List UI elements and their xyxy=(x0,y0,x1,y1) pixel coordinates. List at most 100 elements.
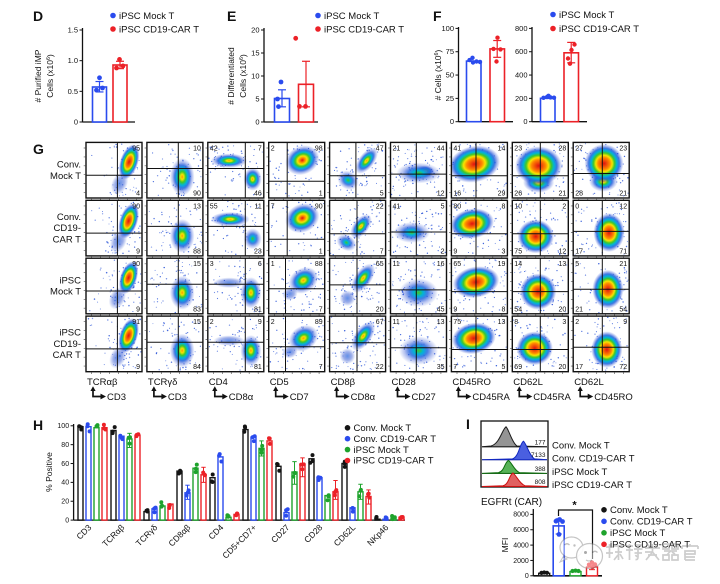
svg-text:CD45RO: CD45RO xyxy=(452,377,491,388)
svg-text:72: 72 xyxy=(619,364,627,371)
svg-text:0: 0 xyxy=(525,573,529,580)
svg-text:400: 400 xyxy=(515,71,528,80)
svg-text:*: * xyxy=(572,500,577,512)
svg-text:iPSC Mock T: iPSC Mock T xyxy=(324,11,379,22)
svg-text:CD7: CD7 xyxy=(290,392,309,403)
svg-text:35: 35 xyxy=(437,364,445,371)
svg-text:41: 41 xyxy=(393,203,401,210)
svg-text:7: 7 xyxy=(380,248,384,255)
svg-text:iPSC CD19-CAR T: iPSC CD19-CAR T xyxy=(552,480,632,491)
svg-text:29: 29 xyxy=(498,191,506,198)
svg-text:55: 55 xyxy=(210,203,218,210)
svg-text:83: 83 xyxy=(193,306,201,313)
svg-text:98: 98 xyxy=(315,145,323,152)
svg-text:12: 12 xyxy=(437,191,445,198)
svg-text:CD4: CD4 xyxy=(209,377,228,388)
svg-text:iPSC CD19-CAR T: iPSC CD19-CAR T xyxy=(324,25,404,36)
svg-text:90: 90 xyxy=(132,203,140,210)
svg-text:9: 9 xyxy=(258,319,262,326)
svg-text:84: 84 xyxy=(193,364,201,371)
svg-text:CD45RA: CD45RA xyxy=(472,392,510,403)
svg-text:388: 388 xyxy=(535,466,546,473)
svg-text:CD19-: CD19- xyxy=(54,223,81,234)
svg-text:16: 16 xyxy=(453,191,461,198)
svg-text:0: 0 xyxy=(74,118,78,127)
svg-text:47: 47 xyxy=(376,145,384,152)
svg-text:13: 13 xyxy=(437,319,445,326)
svg-text:TCRγδ: TCRγδ xyxy=(134,522,160,548)
svg-text:10: 10 xyxy=(251,72,259,81)
svg-text:H: H xyxy=(33,417,43,433)
svg-text:90: 90 xyxy=(193,191,201,198)
svg-text:40: 40 xyxy=(61,480,69,487)
svg-text:14: 14 xyxy=(514,261,522,268)
svg-text:9: 9 xyxy=(136,248,140,255)
svg-text:5: 5 xyxy=(380,191,384,198)
svg-text:0: 0 xyxy=(523,117,527,126)
svg-text:7: 7 xyxy=(453,364,457,371)
svg-text:22: 22 xyxy=(376,203,384,210)
svg-text:iPSC Mock T: iPSC Mock T xyxy=(119,11,174,22)
svg-text:6: 6 xyxy=(258,261,262,268)
svg-text:20: 20 xyxy=(559,364,567,371)
svg-text:9: 9 xyxy=(453,306,457,313)
svg-text:7133: 7133 xyxy=(531,452,546,459)
svg-text:23: 23 xyxy=(514,145,522,152)
svg-text:11: 11 xyxy=(393,319,400,326)
svg-text:90: 90 xyxy=(132,261,140,268)
svg-text:21: 21 xyxy=(619,261,627,268)
svg-text:1: 1 xyxy=(271,261,275,268)
svg-text:88: 88 xyxy=(193,248,201,255)
svg-text:81: 81 xyxy=(254,306,262,313)
svg-text:600: 600 xyxy=(515,47,528,56)
svg-text:20: 20 xyxy=(251,26,259,35)
svg-text:CD3: CD3 xyxy=(74,522,93,541)
svg-text:2: 2 xyxy=(271,319,275,326)
svg-text:11: 11 xyxy=(393,261,400,268)
svg-text:60: 60 xyxy=(61,461,69,468)
svg-text:28: 28 xyxy=(559,145,567,152)
svg-text:TCRγδ: TCRγδ xyxy=(148,377,178,388)
svg-text:54: 54 xyxy=(619,306,627,313)
svg-text:iPSC: iPSC xyxy=(59,328,81,339)
svg-text:2: 2 xyxy=(575,319,579,326)
svg-text:75: 75 xyxy=(453,319,461,326)
svg-text:44: 44 xyxy=(437,145,445,152)
svg-text:iPSC Mock T: iPSC Mock T xyxy=(610,528,665,539)
svg-text:% Positive: % Positive xyxy=(44,452,54,492)
svg-text:808: 808 xyxy=(535,479,546,486)
svg-text:NKp46: NKp46 xyxy=(365,522,391,548)
svg-text:65: 65 xyxy=(376,261,384,268)
svg-text:Conv. CD19-CAR T: Conv. CD19-CAR T xyxy=(610,517,693,528)
svg-text:7: 7 xyxy=(271,203,275,210)
svg-text:3: 3 xyxy=(562,319,566,326)
svg-text:26: 26 xyxy=(514,191,522,198)
svg-text:# Purified iMP: # Purified iMP xyxy=(33,49,43,102)
svg-text:8: 8 xyxy=(501,203,505,210)
svg-text:67: 67 xyxy=(376,319,384,326)
svg-text:CD8α: CD8α xyxy=(229,392,254,403)
svg-text:TCRαβ: TCRαβ xyxy=(100,522,126,548)
svg-text:iPSC Mock T: iPSC Mock T xyxy=(552,467,607,478)
svg-text:CD3: CD3 xyxy=(107,392,126,403)
svg-text:91: 91 xyxy=(132,319,140,326)
svg-text:Cells (x106): Cells (x106) xyxy=(238,54,248,98)
svg-text:D: D xyxy=(33,8,43,24)
svg-text:2: 2 xyxy=(441,248,445,255)
svg-text:71: 71 xyxy=(619,248,627,255)
svg-text:3: 3 xyxy=(501,248,505,255)
svg-text:8: 8 xyxy=(514,319,518,326)
svg-text:16: 16 xyxy=(437,261,445,268)
svg-text:95: 95 xyxy=(132,145,140,152)
svg-text:5: 5 xyxy=(255,95,259,104)
svg-text:CD45RA: CD45RA xyxy=(533,392,571,403)
svg-text:8000: 8000 xyxy=(513,512,529,519)
svg-text:Conv.: Conv. xyxy=(57,212,81,223)
svg-text:22: 22 xyxy=(376,364,384,371)
svg-text:81: 81 xyxy=(254,364,262,371)
svg-text:21: 21 xyxy=(393,145,401,152)
svg-text:4000: 4000 xyxy=(513,542,529,549)
svg-text:6000: 6000 xyxy=(513,527,529,534)
svg-text:3: 3 xyxy=(210,261,214,268)
svg-text:41: 41 xyxy=(453,145,461,152)
